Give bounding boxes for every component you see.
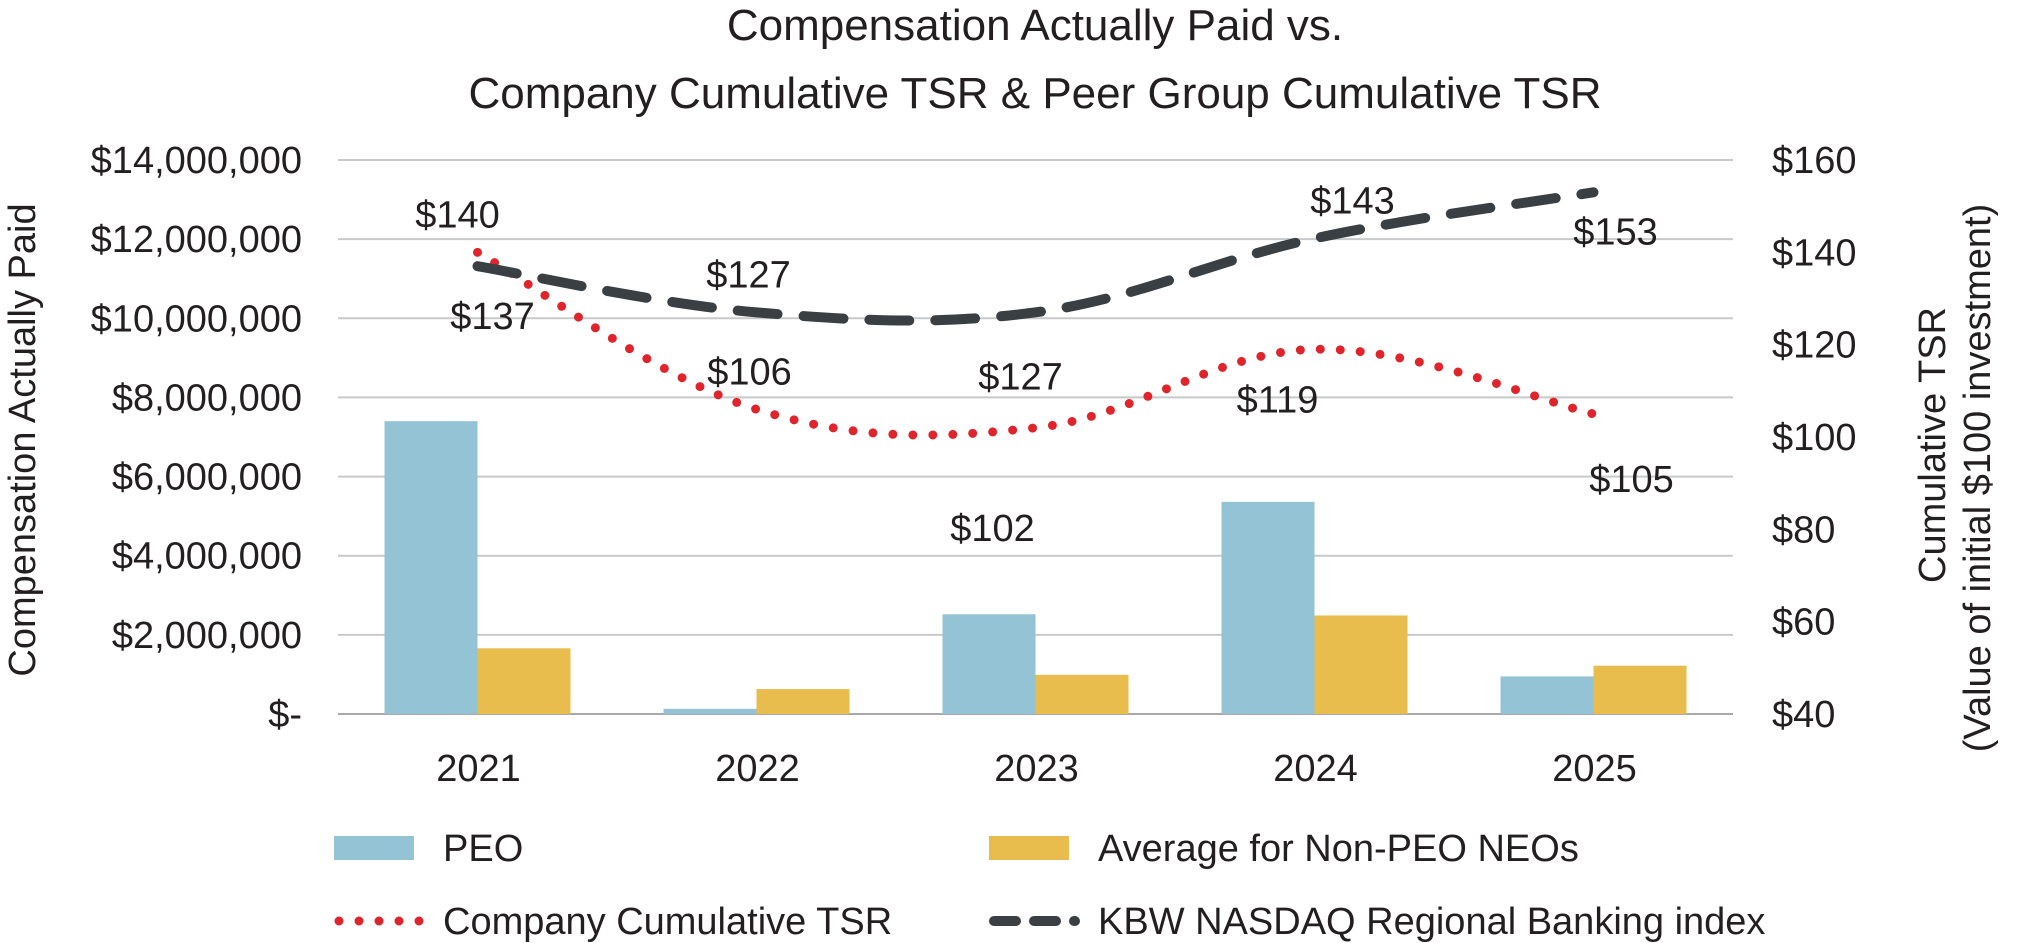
line-series — [472, 187, 1599, 440]
peo-bar — [1221, 501, 1315, 714]
non-peo-neo-bar — [756, 689, 850, 714]
non-peo-neo-bar — [1593, 665, 1687, 714]
legend-swatch — [989, 836, 1069, 860]
left-axis-title: Compensation Actually Paid — [2, 203, 44, 676]
chart-title-line-2: Company Cumulative TSR & Peer Group Cumu… — [468, 69, 1601, 118]
kbw-index-data-label: $153 — [1573, 211, 1658, 253]
legend-swatch — [334, 836, 414, 860]
company-tsr-data-label: $105 — [1589, 459, 1674, 501]
non-peo-neo-bar — [1314, 615, 1408, 714]
non-peo-neo-bar — [1035, 674, 1129, 714]
left-axis-tick-label: $14,000,000 — [91, 140, 302, 182]
right-axis-ticks: $40 $60 $80 $100 $120 $140 $160 — [1772, 140, 1857, 736]
right-axis-tick-label: $100 — [1772, 417, 1857, 459]
peo-bar — [384, 421, 478, 714]
company-tsr-data-label: $106 — [707, 351, 792, 393]
x-axis-tick-label: 2021 — [436, 748, 521, 790]
kbw-index-data-label: $137 — [450, 296, 535, 338]
kbw-index-data-label: $127 — [978, 356, 1063, 398]
right-axis-tick-label: $140 — [1772, 232, 1857, 274]
gridlines — [338, 159, 1733, 715]
right-axis-tick-label: $60 — [1772, 602, 1835, 644]
kbw-index-line — [472, 187, 1599, 326]
peo-bar — [942, 614, 1036, 714]
left-axis-tick-label: $10,000,000 — [91, 298, 302, 340]
legend-label: Company Cumulative TSR — [443, 901, 892, 943]
non-peo-neo-bar — [477, 648, 571, 714]
left-axis-ticks: $- $2,000,000 $4,000,000 $6,000,000 $8,000,0… — [91, 140, 302, 736]
x-axis-ticks: 2021 2022 2023 2024 2025 — [436, 748, 1637, 790]
legend-label: Average for Non-PEO NEOs — [1098, 828, 1579, 870]
legend-label: KBW NASDAQ Regional Banking index — [1098, 901, 1765, 943]
legend-label: PEO — [443, 828, 523, 870]
right-axis-tick-label: $120 — [1772, 325, 1857, 367]
kbw-index-data-label: $127 — [706, 254, 791, 296]
left-axis-tick-label: $12,000,000 — [91, 219, 302, 261]
x-axis-tick-label: 2022 — [715, 748, 800, 790]
chart-title-line-1: Compensation Actually Paid vs. — [727, 1, 1343, 50]
right-axis-title-line-2: (Value of initial $100 investment) — [1957, 204, 1999, 752]
left-axis-tick-label: $8,000,000 — [112, 377, 302, 419]
left-axis-tick-label: $2,000,000 — [112, 615, 302, 657]
company-tsr-data-label: $140 — [415, 194, 500, 236]
x-axis-tick-label: 2023 — [994, 748, 1079, 790]
x-axis-tick-label: 2024 — [1273, 748, 1358, 790]
right-axis-title-line-1: Cumulative TSR — [1912, 307, 1954, 583]
left-axis-tick-label: $- — [268, 694, 302, 736]
left-axis-tick-label: $4,000,000 — [112, 536, 302, 578]
left-axis-tick-label: $6,000,000 — [112, 457, 302, 499]
company-tsr-line — [473, 247, 1598, 440]
peo-bar — [1500, 676, 1594, 714]
right-axis-tick-label: $40 — [1772, 694, 1835, 736]
company-tsr-data-label: $119 — [1237, 379, 1319, 421]
right-axis-tick-label: $160 — [1772, 140, 1857, 182]
kbw-index-data-label: $143 — [1310, 180, 1395, 222]
bar-series — [384, 421, 1687, 714]
tsr-data-labels: $140 $106 $102 $119 $105 $137 $127 $127 $143 $153 — [415, 180, 1674, 549]
right-axis-tick-label: $80 — [1772, 509, 1835, 551]
peo-bar — [663, 708, 757, 714]
legend: PEO Average for Non-PEO NEOs Company Cumul… — [334, 828, 1765, 943]
company-tsr-data-label: $102 — [950, 508, 1035, 550]
x-axis-tick-label: 2025 — [1552, 748, 1637, 790]
